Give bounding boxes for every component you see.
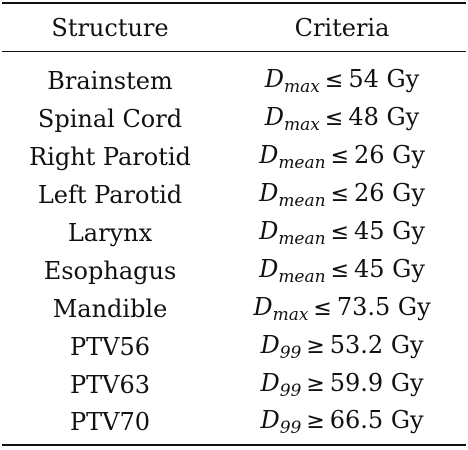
dose-symbol: D bbox=[259, 254, 279, 283]
dose-subscript: mean bbox=[278, 190, 326, 211]
criteria-cell: Dmax ≤48 Gy bbox=[222, 105, 462, 134]
comparison-operator: ≥ bbox=[306, 371, 325, 397]
dose-value: 26 Gy bbox=[354, 178, 425, 207]
dose-value: 45 Gy bbox=[354, 216, 425, 245]
criteria-cell: D99 ≥66.5 Gy bbox=[222, 408, 462, 437]
structure-cell: Brainstem bbox=[47, 67, 173, 95]
structure-cell: PTV70 bbox=[69, 408, 151, 436]
comparison-operator: ≤ bbox=[330, 181, 350, 207]
table-row: PTV63 D99 ≥59.9 Gy bbox=[0, 366, 468, 404]
table-row: Left Parotid Dmean ≤26 Gy bbox=[0, 176, 468, 214]
comparison-operator: ≤ bbox=[324, 67, 344, 93]
comparison-operator: ≤ bbox=[313, 295, 332, 321]
table-top-rule bbox=[2, 2, 466, 4]
comparison-operator: ≤ bbox=[330, 257, 350, 283]
dose-subscript: mean bbox=[278, 152, 326, 173]
comparison-operator: ≤ bbox=[324, 105, 344, 131]
criteria-cell: Dmax ≤73.5 Gy bbox=[222, 295, 462, 324]
criteria-cell: D99 ≥53.2 Gy bbox=[222, 333, 462, 362]
criteria-cell: Dmean ≤26 Gy bbox=[222, 143, 462, 172]
dose-value: 54 Gy bbox=[348, 64, 420, 93]
table-row: Brainstem Dmax ≤54 Gy bbox=[0, 62, 468, 100]
dose-subscript: 99 bbox=[279, 342, 302, 363]
dose-subscript: mean bbox=[278, 266, 326, 287]
dose-value: 59.9 Gy bbox=[329, 368, 424, 397]
structure-cell: Larynx bbox=[67, 219, 153, 247]
dose-value: 48 Gy bbox=[348, 102, 420, 131]
comparison-operator: ≥ bbox=[306, 333, 325, 359]
dose-symbol: D bbox=[253, 292, 273, 321]
dose-value: 26 Gy bbox=[354, 140, 425, 169]
criteria-cell: Dmean ≤45 Gy bbox=[222, 257, 462, 286]
header-structure: Structure bbox=[51, 14, 169, 42]
dose-subscript: max bbox=[284, 76, 320, 97]
dose-subscript: 99 bbox=[279, 380, 302, 401]
criteria-cell: Dmean ≤45 Gy bbox=[222, 219, 462, 248]
criteria-cell: D99 ≥59.9 Gy bbox=[222, 371, 462, 400]
table-header-row: Structure Criteria bbox=[0, 9, 468, 47]
structure-cell: Spinal Cord bbox=[37, 105, 183, 133]
criteria-cell: Dmax ≤54 Gy bbox=[222, 67, 462, 96]
comparison-operator: ≥ bbox=[306, 408, 325, 434]
dose-value: 66.5 Gy bbox=[329, 405, 424, 434]
structure-cell: Left Parotid bbox=[37, 181, 183, 209]
dose-subscript: mean bbox=[278, 228, 326, 249]
structure-cell: PTV63 bbox=[69, 371, 151, 399]
table-row: Esophagus Dmean ≤45 Gy bbox=[0, 252, 468, 290]
structure-cell: Right Parotid bbox=[29, 143, 191, 171]
table-header-rule bbox=[2, 51, 466, 53]
dose-value: 73.5 Gy bbox=[336, 292, 431, 321]
dose-symbol: D bbox=[260, 405, 280, 434]
comparison-operator: ≤ bbox=[330, 219, 350, 245]
dose-value: 53.2 Gy bbox=[329, 330, 424, 359]
table-row: Right Parotid Dmean ≤26 Gy bbox=[0, 138, 468, 176]
header-criteria: Criteria bbox=[294, 14, 390, 42]
dose-symbol: D bbox=[260, 368, 280, 397]
dose-symbol: D bbox=[259, 140, 279, 169]
dose-subscript: max bbox=[272, 304, 309, 325]
dose-value: 45 Gy bbox=[354, 254, 425, 283]
structure-cell: PTV56 bbox=[69, 333, 151, 361]
table-row: Spinal Cord Dmax ≤48 Gy bbox=[0, 100, 468, 138]
dose-symbol: D bbox=[264, 102, 285, 131]
dose-symbol: D bbox=[259, 216, 279, 245]
criteria-cell: Dmean ≤26 Gy bbox=[222, 181, 462, 210]
dose-symbol: D bbox=[264, 64, 285, 93]
table-row: Mandible Dmax ≤73.5 Gy bbox=[0, 290, 468, 328]
dose-symbol: D bbox=[260, 330, 280, 359]
dose-subscript: max bbox=[284, 114, 320, 135]
dose-symbol: D bbox=[259, 178, 279, 207]
table-row: PTV70 D99 ≥66.5 Gy bbox=[0, 403, 468, 441]
dose-subscript: 99 bbox=[279, 417, 302, 438]
table-row: Larynx Dmean ≤45 Gy bbox=[0, 214, 468, 252]
table-row: PTV56 D99 ≥53.2 Gy bbox=[0, 328, 468, 366]
comparison-operator: ≤ bbox=[330, 143, 350, 169]
structure-cell: Mandible bbox=[52, 295, 168, 323]
table-bottom-rule bbox=[2, 444, 466, 446]
structure-cell: Esophagus bbox=[43, 257, 177, 285]
